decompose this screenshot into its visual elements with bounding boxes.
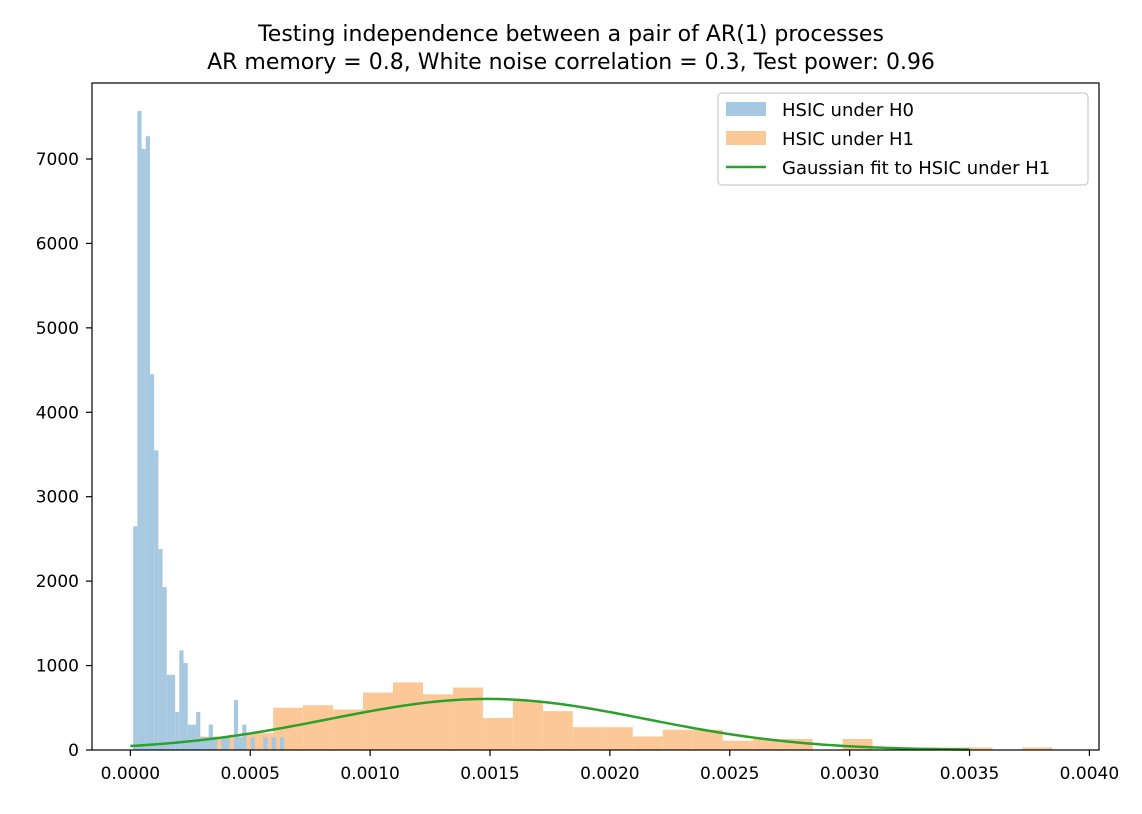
h1-histogram-bars xyxy=(183,682,1053,750)
h1-histogram-bar xyxy=(602,727,633,750)
h0-histogram-bar xyxy=(212,737,218,750)
h1-histogram-bar xyxy=(722,740,753,750)
gaussian-fit-layer xyxy=(130,697,970,751)
h1-histogram-bar xyxy=(572,727,603,750)
y-tick-label: 6000 xyxy=(36,234,79,254)
h0-histogram-bar xyxy=(196,712,201,750)
h1-histogram-bar xyxy=(692,729,723,750)
h0-histogram-bar xyxy=(187,724,192,750)
y-axis: 0 1000 2000 3000 4000 5000 6000 7000 xyxy=(36,150,92,761)
h0-histogram-bar xyxy=(170,674,176,750)
legend-label-h0: HSIC under H0 xyxy=(782,100,914,121)
h1-histogram-bar xyxy=(512,701,543,750)
h1-histogram-bar xyxy=(662,729,693,750)
h0-histogram-bar xyxy=(271,737,276,750)
h0-histogram-bar xyxy=(225,737,230,750)
legend-label-gaussian-fit: Gaussian fit to HSIC under H1 xyxy=(782,158,1050,179)
y-tick-label: 0 xyxy=(68,741,79,761)
h1-histogram-bar xyxy=(1022,747,1053,750)
chart-title: Testing independence between a pair of A… xyxy=(258,22,884,47)
y-tick-label: 2000 xyxy=(36,572,79,592)
y-tick-label: 4000 xyxy=(36,403,79,423)
legend-label-h1: HSIC under H1 xyxy=(782,129,914,150)
x-tick-label: 0.0040 xyxy=(1060,764,1119,784)
x-tick-label: 0.0020 xyxy=(580,764,639,784)
gaussian-fit-line xyxy=(130,697,970,751)
h0-histogram-bar xyxy=(204,737,209,750)
x-tick-label: 0.0000 xyxy=(101,764,160,784)
h0-histogram-bars xyxy=(133,110,285,751)
x-tick-label: 0.0005 xyxy=(221,764,280,784)
h0-histogram-bar xyxy=(166,674,171,750)
h0-histogram-bar xyxy=(183,663,188,750)
h0-histogram-bar xyxy=(242,724,247,750)
h0-histogram-bar xyxy=(158,549,163,750)
h1-histogram-bar xyxy=(842,739,873,750)
h0-histogram-bar xyxy=(133,526,138,750)
x-tick-label: 0.0025 xyxy=(700,764,759,784)
x-tick-label: 0.0015 xyxy=(460,764,519,784)
h0-histogram-bar xyxy=(238,737,243,750)
h0-histogram-bar xyxy=(141,148,146,750)
plot-area-frame xyxy=(91,82,1100,751)
h0-histogram-bar xyxy=(137,110,142,751)
h0-histogram-bar xyxy=(208,724,213,750)
h1-histogram-bar xyxy=(752,739,783,750)
h1-histogram-bar xyxy=(363,692,394,750)
x-axis: 0.0000 0.0005 0.0010 0.0015 0.0020 0.0025 0.00… xyxy=(101,750,1119,784)
y-tick-label: 7000 xyxy=(36,150,79,170)
chart-subtitle: AR memory = 0.8, White noise correlation… xyxy=(207,50,935,75)
h0-histogram-bar xyxy=(200,737,205,750)
h1-histogram-bar xyxy=(782,739,813,750)
y-tick-label: 1000 xyxy=(36,657,79,677)
h0-histogram-bar xyxy=(162,587,167,750)
x-tick-label: 0.0030 xyxy=(820,764,879,784)
h0-histogram-bar xyxy=(149,374,155,750)
h0-histogram-bar xyxy=(145,136,150,750)
h0-histogram-bar xyxy=(154,450,159,750)
y-tick-label: 5000 xyxy=(36,319,79,339)
h0-histogram-bar xyxy=(233,700,239,750)
h1-histogram-bar xyxy=(542,711,573,750)
h0-histogram-bar xyxy=(263,737,268,750)
x-tick-label: 0.0035 xyxy=(940,764,999,784)
x-tick-label: 0.0010 xyxy=(340,764,399,784)
h1-histogram-bar xyxy=(962,747,993,750)
h1-histogram-bar xyxy=(303,705,334,750)
h0-histogram-bar xyxy=(175,712,180,750)
h1-histogram-bar xyxy=(632,736,663,750)
legend: HSIC under H0 HSIC under H1 Gaussian fit… xyxy=(717,92,1089,186)
h1-histogram-bar xyxy=(393,682,423,750)
y-tick-label: 3000 xyxy=(36,488,79,508)
h0-histogram-bar xyxy=(191,724,197,750)
h0-histogram-bar xyxy=(280,737,285,750)
h1-histogram-bar xyxy=(482,717,513,750)
h1-histogram-bar xyxy=(243,733,274,750)
legend-swatch-h1 xyxy=(726,131,766,145)
legend-box xyxy=(717,92,1089,186)
h0-histogram-bar xyxy=(250,737,255,750)
h0-histogram-bar xyxy=(179,650,184,750)
h1-histogram-bar xyxy=(452,687,483,750)
legend-swatch-h0 xyxy=(726,102,766,116)
h0-histogram-bar xyxy=(221,737,226,750)
